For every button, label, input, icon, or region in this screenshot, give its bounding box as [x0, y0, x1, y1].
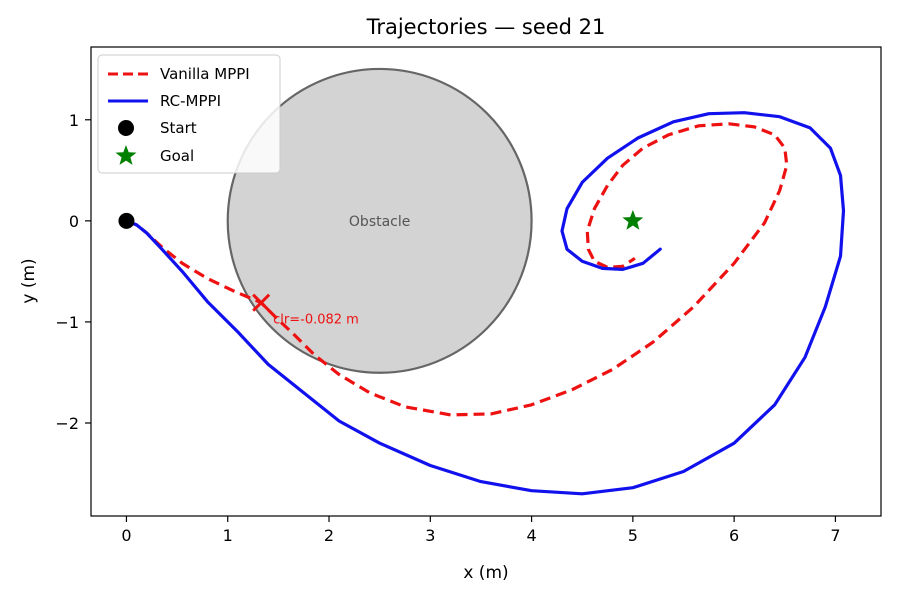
y-axis-label: y (m)	[19, 258, 39, 303]
start-marker	[118, 212, 135, 229]
legend-swatch-goal	[115, 145, 137, 165]
legend: Vanilla MPPI RC-MPPI Start Goal	[97, 54, 281, 174]
x-tick-label: 4	[526, 526, 536, 545]
x-tick-label: 1	[223, 526, 233, 545]
x-tick-label: 0	[121, 526, 131, 545]
legend-swatch-start	[118, 120, 134, 136]
collision-clearance-label: clr=-0.082 m	[273, 313, 359, 328]
legend-label-start: Start	[160, 119, 197, 137]
plot-area-frame	[90, 46, 882, 517]
legend-label-goal: Goal	[160, 147, 194, 165]
y-tick-label: 1	[69, 111, 79, 130]
x-tick-label: 3	[425, 526, 435, 545]
x-tick-label: 2	[324, 526, 334, 545]
x-tick-label: 6	[729, 526, 739, 545]
x-tick-label: 5	[628, 526, 638, 545]
x-tick-label: 7	[830, 526, 840, 545]
collision-marker	[252, 293, 271, 312]
legend-box	[97, 54, 281, 174]
series-line-rc-mppi	[124, 111, 846, 496]
obstacle-label: Obstacle	[349, 214, 410, 230]
y-tick-label: 0	[69, 212, 79, 231]
goal-marker	[622, 209, 644, 230]
y-tick-label: −2	[55, 414, 79, 433]
y-tick-label: −1	[55, 313, 79, 332]
x-axis-label: x (m)	[463, 563, 508, 583]
chart-title: Trajectories — seed 21	[366, 15, 606, 39]
legend-label-rc-mppi: RC-MPPI	[160, 92, 221, 110]
series-line-vanilla-mppi	[125, 122, 789, 417]
obstacle-circle	[226, 67, 533, 374]
legend-label-vanilla-mppi: Vanilla MPPI	[160, 65, 250, 83]
